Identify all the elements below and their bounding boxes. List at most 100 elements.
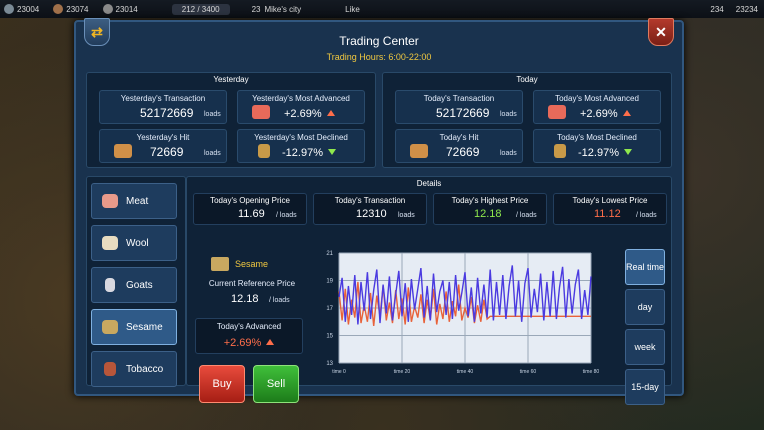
like-button[interactable]: Like	[345, 4, 360, 14]
trading-hours: Trading Hours: 6:00-22:00	[326, 52, 432, 62]
window-title: Trading Center	[339, 34, 419, 48]
today-transaction: Today's Transaction 52172669 loads	[395, 90, 523, 124]
yesterday-transaction: Yesterday's Transaction 52172669 loads	[99, 90, 227, 124]
range-week[interactable]: week	[625, 329, 665, 365]
yesterday-panel: Yesterday Yesterday's Transaction 521726…	[86, 72, 376, 168]
today-panel: Today Today's Transaction 52172669 loads…	[382, 72, 672, 168]
stat-unit: loads	[500, 150, 517, 157]
stat-value: 12310	[356, 208, 387, 220]
x-tick-label: time 60	[520, 369, 537, 375]
good-label: Meat	[126, 195, 149, 207]
today-most-declined: Today's Most Declined -12.97%	[533, 129, 661, 163]
stat-unit: loads	[204, 150, 221, 157]
highest-price: Today's Highest Price 12.18 / loads	[433, 193, 547, 225]
buy-button[interactable]: Buy	[199, 365, 245, 403]
stat-value: 12.18	[231, 293, 259, 305]
city-name[interactable]: Mike's city	[264, 4, 302, 14]
gold-counter: 23234	[735, 4, 758, 14]
stat-label: Today's Most Advanced	[555, 94, 639, 103]
stat-value: +2.69%	[196, 337, 302, 349]
stat-label: Today's Highest Price	[451, 196, 529, 205]
details-panel: Details Today's Opening Price 11.69 / lo…	[186, 176, 672, 405]
meat-icon	[102, 194, 118, 208]
stat-value: 11.69	[238, 208, 265, 220]
stat-unit: loads	[398, 212, 415, 219]
sell-button[interactable]: Sell	[253, 365, 299, 403]
meat-icon	[252, 105, 270, 119]
stat-value: 11.12	[594, 208, 621, 220]
range-day[interactable]: day	[625, 289, 665, 325]
opening-price: Today's Opening Price 11.69 / loads	[193, 193, 307, 225]
stat-value: +2.69%	[284, 108, 335, 120]
down-arrow-icon	[623, 149, 632, 155]
today-transaction-detail: Today's Transaction 12310 loads	[313, 193, 427, 225]
panel-title: Details	[416, 179, 442, 188]
down-arrow-icon	[327, 149, 336, 155]
good-goats[interactable]: Goats	[91, 267, 177, 303]
jar-icon	[554, 144, 566, 158]
resource-bar: 23004 23074 23014 212 / 3400 23 Mike's c…	[0, 0, 764, 18]
panel-title: Yesterday	[213, 75, 249, 84]
sesame-icon	[211, 257, 229, 271]
up-arrow-icon	[622, 110, 631, 116]
yesterday-most-advanced: Yesterday's Most Advanced +2.69%	[237, 90, 365, 124]
reference-price: Current Reference Price 12.18 / loads	[197, 279, 307, 309]
stat-value: +2.69%	[580, 108, 631, 120]
meat-icon	[548, 105, 566, 119]
good-label: Wool	[126, 237, 149, 249]
resource-wood: 23074	[53, 4, 89, 14]
resource-value: 23014	[115, 4, 138, 14]
stat-label: Yesterday's Most Declined	[254, 133, 348, 142]
stat-value: -12.97%	[578, 147, 632, 159]
good-wool[interactable]: Wool	[91, 225, 177, 261]
x-tick-label: time 20	[394, 369, 411, 375]
close-button[interactable]: ✕	[648, 18, 674, 46]
gems-counter: 234	[710, 4, 724, 14]
today-most-advanced: Today's Most Advanced +2.69%	[533, 90, 661, 124]
stat-value: 12.18	[474, 208, 502, 220]
range-15-day[interactable]: 15-day	[625, 369, 665, 405]
good-label: Sesame	[126, 321, 163, 333]
range-real-time[interactable]: Real time	[625, 249, 665, 285]
yesterday-hit: Yesterday's Hit 72669 loads	[99, 129, 227, 163]
y-tick-label: 17	[326, 306, 333, 312]
good-tobacco[interactable]: Tobacco	[91, 351, 177, 387]
wood-icon	[410, 144, 428, 158]
exchange-icon[interactable]: ⇄	[84, 18, 110, 46]
x-tick-label: time 0	[332, 369, 346, 375]
good-sesame[interactable]: Sesame	[91, 309, 177, 345]
trading-center-window: ⇄ ✕ Trading Center Trading Hours: 6:00-2…	[74, 18, 684, 405]
resource-value: 23004	[17, 4, 40, 14]
resource-value: 23074	[66, 4, 89, 14]
stat-value: -12.97%	[282, 147, 336, 159]
sesame-icon	[102, 320, 118, 334]
price-chart: time 0 time 20 time 40 time 60 time 80 21 19 17…	[326, 251, 599, 375]
close-icon: ✕	[655, 23, 667, 40]
y-tick-label: 15	[326, 334, 333, 340]
good-label: Tobacco	[126, 363, 164, 375]
today-advanced: Today's Advanced +2.69%	[195, 318, 303, 354]
stone-icon	[102, 4, 113, 14]
stat-label: Today's Hit	[439, 133, 479, 142]
good-meat[interactable]: Meat	[91, 183, 177, 219]
resource-stone: 23014	[102, 4, 138, 14]
stat-label: Yesterday's Hit	[136, 133, 190, 142]
stat-label: Yesterday's Transaction	[120, 94, 206, 103]
y-tick-label: 19	[326, 279, 333, 285]
stat-value: 72669	[150, 145, 184, 159]
tobacco-icon	[104, 362, 116, 376]
series-line-1	[338, 265, 592, 325]
up-arrow-icon	[326, 110, 335, 116]
good-label: Goats	[126, 279, 153, 291]
stat-label: Yesterday's Most Advanced	[252, 94, 350, 103]
wool-icon	[102, 236, 118, 250]
y-tick-label: 13	[326, 361, 333, 367]
level-badge: 23	[251, 4, 261, 14]
selected-good-label: Sesame	[235, 259, 269, 269]
stat-label: Today's Transaction	[423, 94, 495, 103]
wood-icon	[114, 144, 132, 158]
stat-unit: loads	[204, 111, 221, 118]
selected-good: Sesame	[211, 257, 268, 271]
stat-label: Today's Transaction	[334, 196, 406, 205]
stat-value: 52172669	[140, 106, 194, 120]
